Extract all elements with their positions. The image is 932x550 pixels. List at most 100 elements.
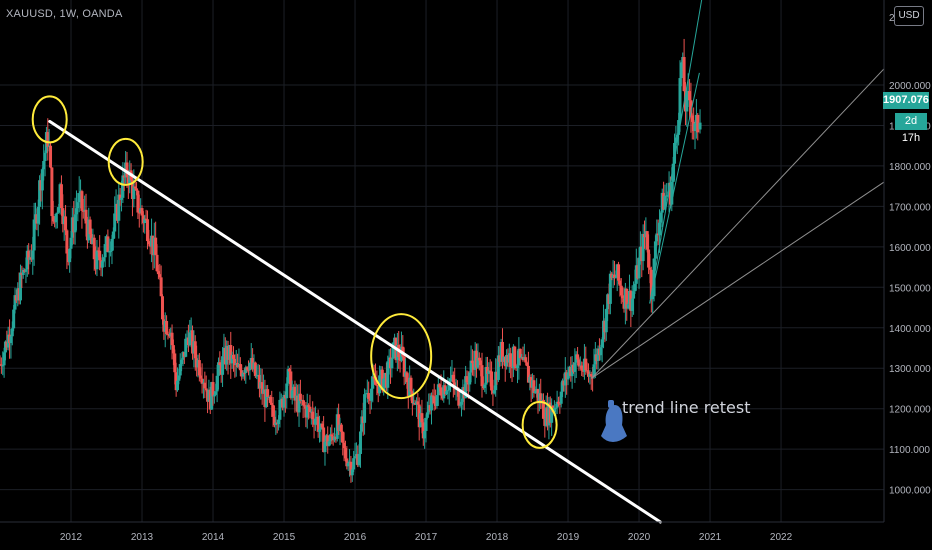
candle-body [449, 378, 453, 382]
candle-body [671, 163, 675, 182]
highlight-circle [31, 95, 68, 144]
chart-drawings [31, 0, 885, 524]
candle-body [435, 395, 439, 407]
candle-body [460, 401, 464, 405]
candle-body [363, 394, 367, 423]
fan-line-green [649, 0, 703, 304]
candle-body [343, 448, 347, 459]
currency-button[interactable]: USD [894, 6, 924, 26]
candle-body [678, 78, 682, 121]
candle-body [145, 219, 149, 242]
candle-body [297, 393, 301, 413]
candle-body [242, 372, 246, 374]
candle-body [496, 355, 500, 380]
candle-body [57, 206, 61, 213]
candle-body [293, 386, 297, 401]
time-tick-label: 2021 [699, 532, 722, 543]
candle-body [369, 388, 373, 401]
candle-body [73, 214, 77, 233]
candle-body [272, 416, 276, 425]
candle-body [170, 332, 174, 346]
candle-body [436, 384, 440, 396]
candle-body [561, 380, 565, 392]
candle-body [80, 191, 84, 211]
candle-body [328, 434, 332, 442]
candle-body [32, 219, 36, 251]
candle-body [9, 336, 13, 343]
candle-body [125, 162, 129, 178]
candle-body [230, 354, 234, 364]
candle-body [298, 393, 302, 401]
candle-body [470, 360, 474, 364]
candle-body [248, 362, 252, 371]
candle-body [532, 380, 536, 393]
price-tick-label: 2 [889, 13, 895, 24]
candle-body [40, 169, 44, 191]
candle-body [566, 372, 570, 380]
candle-body [416, 401, 420, 405]
candle-body [432, 396, 436, 404]
candle-body [677, 120, 681, 135]
candle-body [204, 388, 208, 391]
candle-body [117, 194, 121, 221]
candle-body [176, 380, 180, 391]
candle-body [270, 402, 274, 405]
candle-body [689, 100, 693, 116]
candle-body [301, 400, 305, 406]
candle-body [214, 391, 218, 395]
candle-body [173, 353, 177, 373]
candle-body [318, 429, 322, 432]
price-tick-label: 1000.000 [889, 486, 931, 497]
candle-body [663, 195, 667, 210]
candle-body [12, 309, 16, 329]
candle-body [513, 346, 517, 367]
candle-body [349, 461, 353, 476]
candle-body [36, 206, 40, 224]
candle-body [360, 416, 364, 432]
candle-body [76, 202, 80, 209]
bell-icon [601, 400, 627, 442]
time-tick-label: 2019 [557, 532, 580, 543]
candle-body [552, 407, 556, 413]
candles [0, 38, 702, 483]
price-axis[interactable]: 1000.000 1100.000 1200.000 1300.000 1400.000… [889, 13, 931, 497]
bar-countdown-tag: 2d 17h [895, 113, 927, 144]
candle-body [524, 357, 528, 363]
candle-body [424, 417, 428, 431]
candle-body [103, 244, 107, 258]
candle-body [285, 383, 289, 399]
candle-body [423, 430, 427, 439]
time-tick-label: 2020 [628, 532, 651, 543]
fan-line [591, 68, 885, 379]
candle-body [438, 384, 442, 388]
candle-body [673, 142, 677, 164]
candle-body [649, 269, 653, 300]
candle-body [177, 375, 181, 381]
candle-body [592, 364, 596, 377]
candle-body [585, 370, 589, 372]
candle-body [685, 92, 689, 112]
candle-body [458, 404, 462, 406]
candle-body [445, 391, 449, 395]
candle-body [374, 378, 378, 385]
candle-body [477, 357, 481, 361]
time-tick-label: 2016 [344, 532, 367, 543]
candle-body [238, 363, 242, 371]
candle-body [50, 167, 54, 217]
candle-body [106, 236, 110, 252]
candle-body [118, 194, 122, 200]
candle-body [641, 234, 645, 262]
candle-body [626, 304, 630, 309]
candle-body [21, 269, 25, 275]
candle-body [509, 353, 513, 367]
candle-body [193, 341, 197, 359]
candle-body [290, 390, 294, 398]
candle-body [589, 374, 593, 377]
candle-body [55, 212, 59, 214]
candle-body [233, 358, 237, 366]
candle-body [674, 137, 678, 143]
time-axis[interactable]: 2012 2013 2014 2015 2016 2017 2018 2019 2020 2021… [60, 532, 793, 543]
candle-body [371, 376, 375, 389]
candle-body [451, 374, 455, 383]
